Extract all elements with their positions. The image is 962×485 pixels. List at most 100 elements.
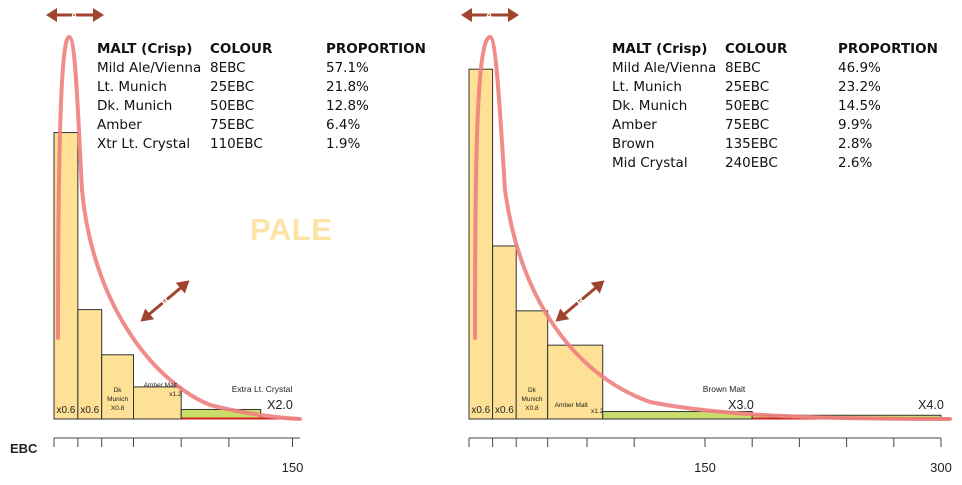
malt-colour: 240EBC — [725, 155, 778, 171]
arrow-b: B — [140, 280, 190, 322]
bar-label: Munich — [107, 396, 128, 403]
table-row: Mild Ale/Vienna 8EBC 57.1% — [97, 59, 426, 78]
malt-colour: 135EBC — [725, 136, 778, 152]
col-proportion-header: PROPORTION — [838, 41, 938, 57]
malt-colour: 8EBC — [210, 60, 246, 76]
table-row: Lt. Munich 25EBC 21.8% — [97, 78, 426, 97]
bar-label: X2.0 — [267, 398, 293, 412]
bar-label: X0.8 — [111, 405, 125, 412]
malt-name: Brown — [612, 136, 655, 152]
bar — [77, 309, 103, 420]
malt-colour: 8EBC — [725, 60, 761, 76]
chart-1: B — [46, 8, 302, 447]
arrow-b: B — [555, 280, 605, 322]
x-tick-label: 300 — [930, 460, 952, 475]
malt-colour: 50EBC — [725, 98, 770, 114]
arrow-b-shaft — [562, 285, 598, 317]
bar-label: x0.6 — [80, 405, 99, 416]
table-header: MALT (Crisp) COLOUR PROPORTION — [612, 40, 938, 59]
malt-colour: 75EBC — [725, 117, 770, 133]
x-tick-label: 150 — [694, 460, 716, 475]
bar-label: Amber Malt — [555, 402, 588, 409]
malt-table-right: MALT (Crisp) COLOUR PROPORTION Mild Ale/… — [612, 40, 938, 173]
malt-name: Lt. Munich — [97, 79, 167, 95]
arrow-a — [461, 8, 519, 22]
table-row: Amber 75EBC 9.9% — [612, 116, 938, 135]
col-proportion-header: PROPORTION — [326, 41, 426, 57]
malt-proportion: 6.4% — [326, 117, 361, 133]
malt-name: Dk. Munich — [612, 98, 688, 114]
arrow-b-head-right — [590, 280, 605, 294]
malt-name: Mid Crystal — [612, 155, 688, 171]
malt-name: Amber — [97, 117, 142, 133]
distribution-curve — [473, 34, 952, 421]
arrow-a-head-right — [508, 8, 519, 22]
axis-label-ebc: EBC — [10, 441, 38, 456]
col-colour-header: COLOUR — [210, 41, 273, 57]
bar-label: Amber Malt — [144, 382, 177, 389]
malt-name: Mild Ale/Vienna — [612, 60, 717, 76]
table-row: Mild Ale/Vienna 8EBC 46.9% — [612, 59, 938, 78]
bar-label: Brown Malt — [703, 384, 746, 394]
table-row: Xtr Lt. Crystal 110EBC 1.9% — [97, 135, 426, 154]
col-colour-header: COLOUR — [725, 41, 788, 57]
bar-label: x0.6 — [471, 405, 490, 416]
bar-label: x1.2 — [591, 408, 604, 415]
malt-table-left: MALT (Crisp) COLOUR PROPORTION Mild Ale/… — [97, 40, 426, 154]
malt-proportion: 2.6% — [838, 155, 873, 171]
malt-colour: 110EBC — [210, 136, 263, 152]
bar-label: Dk — [528, 387, 537, 394]
table-row: Mid Crystal 240EBC 2.6% — [612, 154, 938, 173]
pale-style-label: PALE — [250, 212, 333, 247]
table-row: Dk. Munich 50EBC 14.5% — [612, 97, 938, 116]
distribution-curve — [56, 34, 302, 421]
arrow-a — [46, 8, 104, 22]
arrow-a-head-right — [93, 8, 104, 22]
malt-colour: 75EBC — [210, 117, 255, 133]
table-header: MALT (Crisp) COLOUR PROPORTION — [97, 40, 426, 59]
malt-proportion: 57.1% — [326, 60, 369, 76]
arrow-a-label: A — [70, 11, 77, 22]
table-row: Brown 135EBC 2.8% — [612, 135, 938, 154]
arrow-b-head-left — [555, 308, 570, 322]
arrow-a-label: A — [485, 11, 492, 22]
malt-name: Amber — [612, 117, 657, 133]
bar-label: x1.2 — [169, 391, 182, 398]
malt-proportion: 14.5% — [838, 98, 881, 114]
arrow-a-head-left — [461, 8, 472, 22]
malt-proportion: 2.8% — [838, 136, 873, 152]
table-row: Amber 75EBC 6.4% — [97, 116, 426, 135]
bar-label: Munich — [521, 396, 542, 403]
malt-proportion: 9.9% — [838, 117, 873, 133]
bar-label: Extra Lt. Crystal — [232, 384, 293, 394]
bar-label: Dk — [114, 387, 123, 394]
malt-proportion: 21.8% — [326, 79, 369, 95]
x-tick-label: 150 — [282, 460, 304, 475]
bar-label: X3.0 — [728, 398, 754, 412]
arrow-b-head-left — [140, 308, 155, 322]
malt-proportion: 23.2% — [838, 79, 881, 95]
malt-name: Lt. Munich — [612, 79, 682, 95]
bar-label: X0.8 — [525, 405, 539, 412]
chart-2: B — [461, 8, 952, 447]
malt-proportion: 46.9% — [838, 60, 881, 76]
malt-colour: 50EBC — [210, 98, 255, 114]
bar-label: x0.6 — [495, 405, 514, 416]
bar — [515, 310, 549, 420]
malt-name: Mild Ale/Vienna — [97, 60, 202, 76]
arrow-b-head-right — [175, 280, 190, 294]
malt-colour: 25EBC — [725, 79, 770, 95]
table-row: Dk. Munich 50EBC 12.8% — [97, 97, 426, 116]
malt-colour: 25EBC — [210, 79, 255, 95]
malt-name: Xtr Lt. Crystal — [97, 136, 191, 152]
bar-label: X4.0 — [918, 398, 944, 412]
col-malt-header: MALT (Crisp) — [97, 41, 193, 57]
malt-proportion: 1.9% — [326, 136, 361, 152]
bar — [492, 245, 517, 420]
malt-proportion: 12.8% — [326, 98, 369, 114]
col-malt-header: MALT (Crisp) — [612, 41, 708, 57]
malt-name: Dk. Munich — [97, 98, 173, 114]
bar — [547, 344, 604, 420]
bar-label: x0.6 — [56, 405, 75, 416]
